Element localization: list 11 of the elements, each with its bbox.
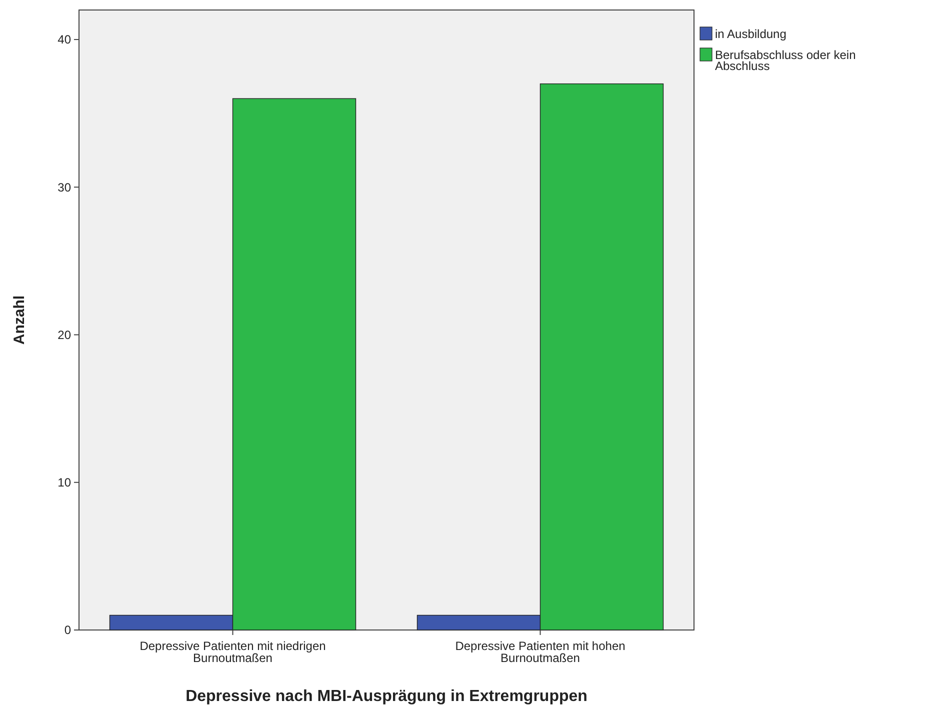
y-axis-title: Anzahl	[11, 295, 28, 345]
y-tick-label: 30	[58, 180, 72, 194]
x-tick-label: Depressive Patienten mit niedrigen Burnoutmaßen	[140, 639, 326, 665]
y-tick-label: 10	[58, 476, 72, 490]
x-axis-title: Depressive nach MBI-Ausprägung in Extremgruppen	[186, 688, 588, 705]
y-tick-label: 20	[58, 328, 72, 342]
legend-label: in Ausbildung	[715, 27, 786, 41]
y-tick-label: 40	[58, 32, 72, 47]
x-tick-label: Depressive Patienten mit hohen Burnoutmaßen	[455, 639, 626, 665]
y-tick-label: 0	[64, 623, 72, 638]
legend-label: Berufsabschluss oder kein Abschluss	[715, 48, 856, 73]
